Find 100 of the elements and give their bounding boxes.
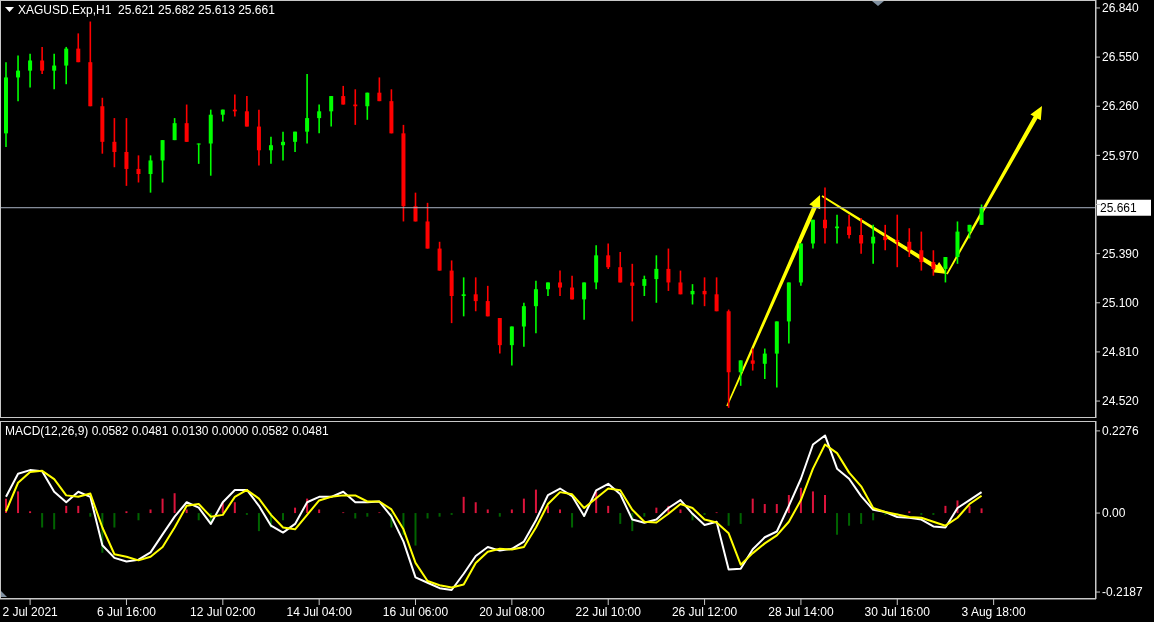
y-tick-label: 25.390 xyxy=(1102,246,1140,261)
candlestick xyxy=(341,85,346,106)
bar xyxy=(559,509,562,514)
bar xyxy=(486,509,489,514)
bar xyxy=(944,505,947,514)
candlestick xyxy=(473,276,478,313)
candlestick xyxy=(979,203,984,226)
candlestick xyxy=(305,73,310,145)
x-tick-label: 2 Jul 2021 xyxy=(2,604,59,619)
candlestick xyxy=(413,191,418,223)
y-tick-label: 24.520 xyxy=(1102,394,1140,409)
bar xyxy=(149,509,152,514)
candlestick xyxy=(859,217,864,255)
bar xyxy=(173,493,176,514)
bar xyxy=(294,507,297,514)
bar xyxy=(679,509,682,514)
candlestick xyxy=(714,276,719,313)
y-tick-label: 26.840 xyxy=(1102,1,1140,16)
bar xyxy=(77,505,80,514)
candlestick xyxy=(919,230,924,272)
candlestick xyxy=(618,251,623,284)
x-tick-label: 28 Jul 14:00 xyxy=(768,604,834,619)
candlestick xyxy=(28,52,33,89)
bar xyxy=(727,513,730,526)
candlestick xyxy=(112,117,117,169)
candlestick xyxy=(52,52,57,91)
y-tick-label: 24.810 xyxy=(1102,345,1140,360)
candlestick xyxy=(738,359,743,387)
candlestick xyxy=(533,279,538,335)
chart-title: XAGUSD.Exp,H1 25.621 25.682 25.613 25.661 xyxy=(18,3,275,17)
bar xyxy=(643,513,646,517)
bar xyxy=(823,495,826,514)
candlestick xyxy=(461,276,466,318)
candlestick xyxy=(40,46,45,75)
candlestick xyxy=(244,95,249,128)
x-tick-label: 20 Jul 08:00 xyxy=(479,604,545,619)
candlestick xyxy=(943,256,948,284)
bar xyxy=(233,502,236,514)
bar xyxy=(113,513,116,528)
bar xyxy=(872,513,875,521)
candlestick xyxy=(931,249,936,277)
candlestick xyxy=(160,139,165,184)
x-tick-label: 12 Jul 02:00 xyxy=(190,604,256,619)
candlestick xyxy=(268,135,273,165)
bar xyxy=(474,502,477,514)
bar xyxy=(571,513,574,528)
bar xyxy=(354,513,357,519)
candlestick xyxy=(196,142,201,165)
bar xyxy=(17,491,20,514)
x-tick-label: 16 Jul 06:00 xyxy=(382,604,449,619)
bar xyxy=(197,513,200,521)
bar xyxy=(414,513,417,546)
candlestick xyxy=(485,285,490,318)
candlestick xyxy=(895,213,900,268)
bar xyxy=(763,504,766,514)
bar xyxy=(607,505,610,514)
candlestick xyxy=(148,154,153,194)
bar xyxy=(462,496,465,514)
bar xyxy=(848,513,851,526)
bar xyxy=(980,508,983,514)
candlestick xyxy=(317,103,322,135)
bar xyxy=(318,509,321,514)
candlestick xyxy=(558,269,563,297)
bar xyxy=(41,513,44,528)
y-tick-label: 0.00 xyxy=(1102,506,1126,521)
chart-title: MACD(12,26,9) 0.0582 0.0481 0.0130 0.0000 0.0582 0.0481 xyxy=(5,424,329,438)
bar xyxy=(257,513,260,532)
bar xyxy=(522,498,525,514)
candlestick xyxy=(642,274,647,297)
y-tick-label: 26.550 xyxy=(1102,50,1140,65)
bar xyxy=(53,513,56,530)
ref-line-label: 25.661 xyxy=(1100,200,1138,215)
candlestick xyxy=(630,263,635,323)
candlestick xyxy=(136,154,141,184)
candlestick xyxy=(582,281,587,321)
bar xyxy=(534,489,537,514)
bar xyxy=(619,513,622,524)
bar xyxy=(161,498,164,514)
bar xyxy=(366,513,369,517)
bar xyxy=(438,513,441,517)
candlestick xyxy=(847,213,852,240)
candlestick xyxy=(521,301,526,348)
candlestick xyxy=(184,103,189,143)
y-tick-label: 25.970 xyxy=(1102,148,1140,163)
candlestick xyxy=(365,91,370,121)
y-tick-label: 26.260 xyxy=(1102,99,1140,114)
candlestick xyxy=(76,32,81,63)
candlestick xyxy=(606,242,611,270)
y-tick-label: 0.2276 xyxy=(1102,424,1140,439)
candlestick xyxy=(822,186,827,245)
candlestick xyxy=(124,117,129,187)
bar xyxy=(282,513,285,521)
candlestick xyxy=(509,325,514,367)
y-tick-label: -0.2187 xyxy=(1102,585,1144,600)
bar xyxy=(510,509,513,514)
candlestick xyxy=(256,108,261,167)
candlestick xyxy=(64,46,69,86)
candlestick xyxy=(437,240,442,272)
x-tick-label: 6 Jul 16:00 xyxy=(97,604,157,619)
x-tick-label: 30 Jul 16:00 xyxy=(864,604,931,619)
